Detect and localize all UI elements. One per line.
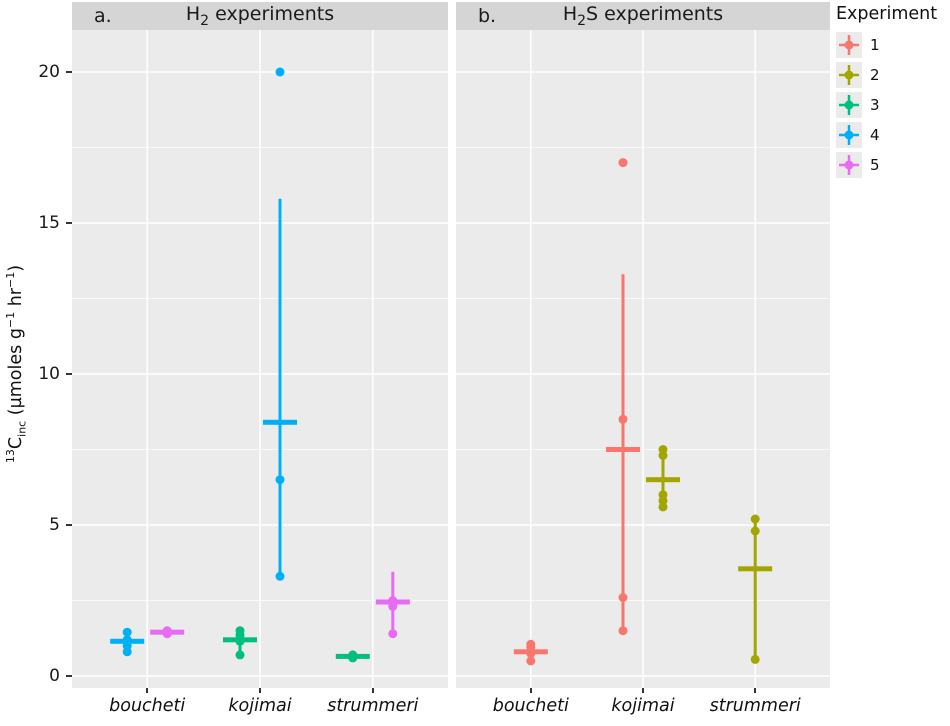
panel-a-strip: a. H2 experiments xyxy=(72,2,448,30)
text-part: −1 xyxy=(4,311,17,329)
legend-entry: 2 xyxy=(836,60,948,89)
data-point xyxy=(122,627,132,637)
panel-a-title: H2 experiments xyxy=(186,3,334,29)
pointrange-glyph xyxy=(839,124,859,145)
text-part: hr xyxy=(5,287,26,312)
data-point xyxy=(388,629,398,639)
legend: Experiment 1 2 3 4 5 xyxy=(836,2,948,180)
legend-key-glyph xyxy=(836,61,862,88)
pointrange-glyph xyxy=(839,64,859,85)
text-part: 2 xyxy=(577,12,587,29)
panel-a: a. H2 experiments boucheti kojimai strumme… xyxy=(72,2,448,724)
text-part: b. xyxy=(478,5,497,27)
legend-entry-label: 3 xyxy=(870,95,880,114)
data-point xyxy=(750,526,760,536)
y-tick-label: 10 xyxy=(38,364,60,384)
data-point xyxy=(275,571,285,581)
legend-key-glyph xyxy=(836,121,862,148)
y-tick-label: 20 xyxy=(38,62,60,82)
text-part: −1 xyxy=(4,271,17,288)
x-axis-tick xyxy=(529,688,532,693)
legend-entry: 3 xyxy=(836,90,948,119)
panel-b-x-axis: boucheti kojimai strummeri xyxy=(456,688,830,724)
pointrange-glyph xyxy=(839,154,859,175)
y-axis-tick xyxy=(66,71,72,73)
data-point xyxy=(526,639,536,649)
y-axis-tick xyxy=(66,222,72,224)
panel-a-x-axis: boucheti kojimai strummeri xyxy=(72,688,448,724)
legend-entry-label: 1 xyxy=(870,35,880,54)
legend-key-glyph xyxy=(836,151,862,178)
x-axis-tick xyxy=(754,688,757,693)
x-tick-label: kojimai xyxy=(228,696,292,716)
data-point xyxy=(235,626,245,636)
x-tick-label: strummeri xyxy=(709,696,801,716)
data-point xyxy=(275,475,285,485)
data-point xyxy=(750,514,760,524)
text-part: 13 xyxy=(4,449,17,464)
data-point xyxy=(122,635,132,645)
data-point xyxy=(348,650,358,660)
data-point xyxy=(618,414,628,424)
data-point xyxy=(618,626,628,636)
x-axis-tick xyxy=(146,688,149,693)
data-point xyxy=(275,67,285,77)
text-part: inc xyxy=(15,420,29,437)
pointrange-glyph xyxy=(839,94,859,115)
panel-b-plot-area xyxy=(456,30,830,688)
y-tick-label: 0 xyxy=(49,666,60,686)
x-tick-label: boucheti xyxy=(109,696,186,716)
y-axis-tick xyxy=(66,524,72,526)
data-point xyxy=(526,656,536,666)
panel-a-plot-area xyxy=(72,30,448,688)
legend-key-glyph xyxy=(836,91,862,118)
legend-entry-label: 5 xyxy=(870,155,880,174)
x-tick-label: strummeri xyxy=(327,696,419,716)
data-point xyxy=(388,596,398,605)
legend-entry: 5 xyxy=(836,150,948,179)
text-part: ) xyxy=(5,264,26,272)
legend-title: Experiment xyxy=(836,4,938,24)
y-tick-label: 5 xyxy=(49,515,60,535)
y-axis-tick xyxy=(66,675,72,677)
panel-b-strip: b. H2S experiments xyxy=(456,2,830,30)
text-part: a. xyxy=(94,5,112,27)
legend-entry: 1 xyxy=(836,30,948,59)
text-part: S experiments xyxy=(586,3,724,26)
mean-crossbar xyxy=(263,419,297,425)
data-point xyxy=(235,650,245,660)
y-axis-tick xyxy=(66,373,72,375)
panel-b-title: H2S experiments xyxy=(563,3,723,29)
text-part: experiments xyxy=(209,3,335,26)
legend-entry-label: 2 xyxy=(870,65,880,84)
legend-keys: 1 2 3 4 5 xyxy=(836,30,948,179)
x-axis-tick xyxy=(371,688,374,693)
data-point xyxy=(618,158,628,168)
legend-entry: 4 xyxy=(836,120,948,149)
data-point xyxy=(750,654,760,664)
pointrange-glyph xyxy=(839,34,859,55)
mean-crossbar xyxy=(606,447,640,452)
text-part: C xyxy=(5,436,26,450)
x-tick-label: boucheti xyxy=(492,696,569,716)
mean-crossbar xyxy=(738,566,773,572)
x-axis-tick xyxy=(642,688,644,693)
y-tick-label: 15 xyxy=(38,213,60,233)
panel-a-tag: a. xyxy=(94,5,112,27)
panel-b: b. H2S experiments boucheti kojimai strumm… xyxy=(456,2,830,724)
data-point xyxy=(618,593,628,602)
text-part: H xyxy=(562,3,578,26)
text-part: H xyxy=(185,3,201,26)
data-point xyxy=(658,490,668,500)
legend-entry-label: 4 xyxy=(870,125,880,144)
mean-crossbar xyxy=(646,477,680,483)
text-part: 2 xyxy=(200,12,210,29)
x-tick-label: kojimai xyxy=(611,696,675,716)
data-point xyxy=(658,445,668,454)
x-axis-tick xyxy=(259,688,261,693)
data-point xyxy=(162,626,172,636)
panel-b-tag: b. xyxy=(478,5,496,27)
legend-key-glyph xyxy=(836,31,862,58)
